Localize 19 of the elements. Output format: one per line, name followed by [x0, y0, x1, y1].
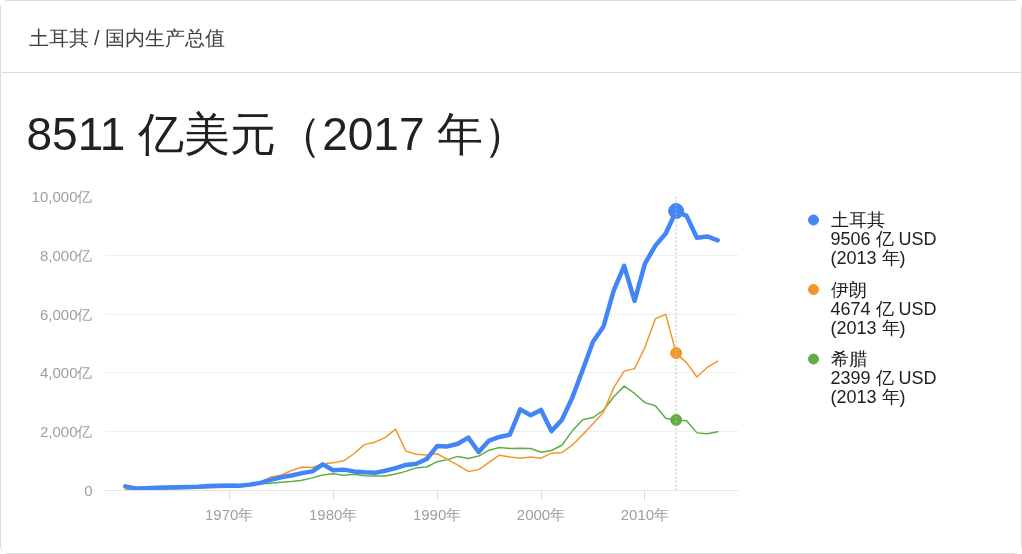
text: 9506 亿 USD (2013 年) [830, 229, 937, 269]
x-tick-label: 1990年 [412, 505, 462, 523]
y-tick-label: 2,000亿 [39, 423, 93, 441]
x-tick-label: 1980年 [308, 505, 358, 523]
legend-label: 伊朗 [830, 279, 867, 300]
x-tick-label: 2010年 [620, 505, 670, 523]
y-tick-label: 6,000亿 [39, 305, 93, 323]
x-tick-label: 1970年 [205, 505, 254, 523]
chart-subtitle: 8511 亿美元（2017 年） [26, 107, 530, 160]
y-tick-label: 8,000亿 [39, 246, 93, 264]
text: 2399 亿 USD (2013 年) [830, 368, 937, 408]
y-tick-label: 0 [84, 482, 93, 499]
y-tick-label: 10,000亿 [31, 188, 93, 205]
x-tick-label: 2000年 [516, 505, 566, 523]
chart-title: 土耳其 / 国内生产总值 [28, 26, 226, 49]
legend-label: 土耳其 [830, 210, 885, 231]
y-tick-label: 4,000亿 [39, 364, 93, 382]
legend-label: 希腊 [830, 349, 867, 370]
text: 4674 亿 USD (2013 年) [830, 298, 937, 338]
